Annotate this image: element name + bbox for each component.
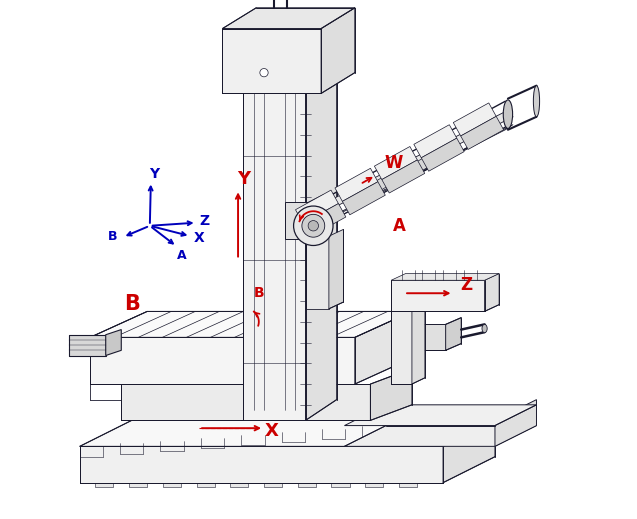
Polygon shape xyxy=(121,384,370,420)
Ellipse shape xyxy=(503,100,513,128)
Polygon shape xyxy=(370,172,391,196)
Polygon shape xyxy=(285,202,308,239)
Text: A: A xyxy=(392,217,405,235)
Polygon shape xyxy=(243,62,306,420)
Polygon shape xyxy=(329,229,343,309)
Polygon shape xyxy=(163,483,181,487)
Polygon shape xyxy=(382,160,425,193)
Polygon shape xyxy=(375,146,417,180)
Text: Z: Z xyxy=(461,277,473,294)
Polygon shape xyxy=(230,483,248,487)
Circle shape xyxy=(294,206,333,245)
Polygon shape xyxy=(222,29,321,93)
Polygon shape xyxy=(355,311,412,384)
Polygon shape xyxy=(370,368,412,420)
Text: W: W xyxy=(385,155,403,172)
Polygon shape xyxy=(412,153,433,176)
Polygon shape xyxy=(412,305,425,384)
Polygon shape xyxy=(345,426,536,446)
Polygon shape xyxy=(342,182,385,215)
Polygon shape xyxy=(454,103,496,136)
Polygon shape xyxy=(306,42,337,420)
Polygon shape xyxy=(331,483,350,487)
Circle shape xyxy=(302,214,325,237)
Text: X: X xyxy=(193,231,204,245)
Polygon shape xyxy=(414,125,457,158)
Polygon shape xyxy=(90,337,355,384)
Polygon shape xyxy=(69,335,106,356)
Polygon shape xyxy=(197,483,215,487)
Polygon shape xyxy=(80,446,443,483)
Polygon shape xyxy=(391,274,499,280)
Circle shape xyxy=(308,221,318,231)
Polygon shape xyxy=(306,236,329,309)
Ellipse shape xyxy=(533,86,540,117)
Polygon shape xyxy=(129,483,147,487)
Polygon shape xyxy=(295,125,513,236)
Polygon shape xyxy=(296,190,338,223)
Text: Y: Y xyxy=(149,167,159,181)
Polygon shape xyxy=(96,483,113,487)
Polygon shape xyxy=(485,274,499,311)
Polygon shape xyxy=(335,168,378,201)
Polygon shape xyxy=(303,203,346,237)
Polygon shape xyxy=(106,330,121,356)
Polygon shape xyxy=(446,318,461,350)
Circle shape xyxy=(260,69,268,77)
Text: Z: Z xyxy=(200,214,210,227)
Polygon shape xyxy=(90,311,412,337)
Polygon shape xyxy=(222,8,355,29)
Text: X: X xyxy=(265,422,279,440)
Polygon shape xyxy=(443,420,495,483)
Polygon shape xyxy=(461,116,504,149)
Polygon shape xyxy=(297,483,316,487)
Text: B: B xyxy=(254,286,264,300)
Text: A: A xyxy=(177,249,187,263)
Polygon shape xyxy=(295,112,513,223)
Polygon shape xyxy=(399,483,417,487)
Polygon shape xyxy=(264,483,282,487)
Text: B: B xyxy=(124,294,140,313)
Polygon shape xyxy=(345,405,536,426)
Polygon shape xyxy=(321,8,355,93)
Text: B: B xyxy=(108,229,117,243)
Polygon shape xyxy=(391,280,485,311)
Polygon shape xyxy=(391,311,412,384)
Polygon shape xyxy=(80,420,495,446)
Polygon shape xyxy=(415,324,446,350)
Ellipse shape xyxy=(482,324,487,333)
Polygon shape xyxy=(365,483,383,487)
Polygon shape xyxy=(308,195,324,239)
Polygon shape xyxy=(495,400,536,446)
Text: Y: Y xyxy=(237,170,250,188)
Polygon shape xyxy=(421,138,464,171)
